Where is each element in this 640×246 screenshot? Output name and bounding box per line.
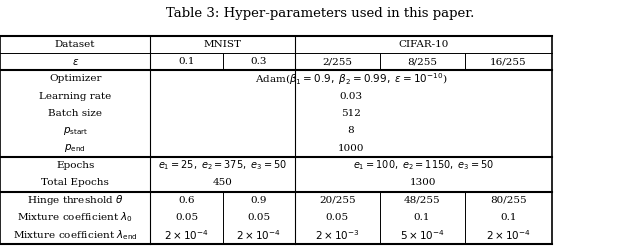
Text: Mixture coefficient $\lambda_0$: Mixture coefficient $\lambda_0$ <box>17 211 133 224</box>
Text: 0.05: 0.05 <box>175 213 198 222</box>
Text: Table 3: Hyper-parameters used in this paper.: Table 3: Hyper-parameters used in this p… <box>166 7 474 20</box>
Text: $2 \times 10^{-4}$: $2 \times 10^{-4}$ <box>236 228 282 242</box>
Text: $5 \times 10^{-4}$: $5 \times 10^{-4}$ <box>399 228 445 242</box>
Text: 8/255: 8/255 <box>407 57 437 66</box>
Text: 512: 512 <box>341 109 361 118</box>
Text: 80/255: 80/255 <box>490 196 527 205</box>
Text: 0.1: 0.1 <box>500 213 516 222</box>
Text: Batch size: Batch size <box>48 109 102 118</box>
Text: Learning rate: Learning rate <box>39 92 111 101</box>
Text: 0.1: 0.1 <box>179 57 195 66</box>
Text: $2 \times 10^{-4}$: $2 \times 10^{-4}$ <box>486 228 531 242</box>
Text: $2 \times 10^{-3}$: $2 \times 10^{-3}$ <box>315 228 360 242</box>
Text: Epochs: Epochs <box>56 161 94 170</box>
Text: 20/255: 20/255 <box>319 196 356 205</box>
Text: $e_1 = 100,\ e_2 = 1150,\ e_3 = 50$: $e_1 = 100,\ e_2 = 1150,\ e_3 = 50$ <box>353 159 494 172</box>
Text: Total Epochs: Total Epochs <box>41 178 109 187</box>
Text: $e_1 = 25,\ e_2 = 375,\ e_3 = 50$: $e_1 = 25,\ e_2 = 375,\ e_3 = 50$ <box>158 159 287 172</box>
Text: $2 \times 10^{-4}$: $2 \times 10^{-4}$ <box>164 228 209 242</box>
Text: Hinge threshold $\theta$: Hinge threshold $\theta$ <box>27 193 124 207</box>
Text: 0.9: 0.9 <box>251 196 267 205</box>
Text: 2/255: 2/255 <box>323 57 352 66</box>
Text: 450: 450 <box>212 178 233 187</box>
Text: 0.05: 0.05 <box>247 213 271 222</box>
Text: MNIST: MNIST <box>204 40 242 49</box>
Text: 0.6: 0.6 <box>179 196 195 205</box>
Text: $p_{\rm end}$: $p_{\rm end}$ <box>65 142 86 154</box>
Text: 0.1: 0.1 <box>414 213 430 222</box>
Text: 1000: 1000 <box>338 144 364 153</box>
Text: 0.05: 0.05 <box>326 213 349 222</box>
Text: Optimizer: Optimizer <box>49 75 102 83</box>
Text: 8: 8 <box>348 126 355 136</box>
Text: Adam($\beta_1 = 0.9,\ \beta_2 = 0.99,\ \epsilon = 10^{-10}$): Adam($\beta_1 = 0.9,\ \beta_2 = 0.99,\ \… <box>255 71 447 87</box>
Text: $p_{\rm start}$: $p_{\rm start}$ <box>63 125 88 137</box>
Text: Mixture coefficient $\lambda_{\rm end}$: Mixture coefficient $\lambda_{\rm end}$ <box>13 228 138 242</box>
Text: 0.03: 0.03 <box>339 92 363 101</box>
Text: Dataset: Dataset <box>55 40 95 49</box>
Text: CIFAR-10: CIFAR-10 <box>398 40 449 49</box>
Text: 1300: 1300 <box>410 178 436 187</box>
Text: 16/255: 16/255 <box>490 57 527 66</box>
Text: 0.3: 0.3 <box>251 57 267 66</box>
Text: $\epsilon$: $\epsilon$ <box>72 57 79 67</box>
Text: 48/255: 48/255 <box>404 196 440 205</box>
